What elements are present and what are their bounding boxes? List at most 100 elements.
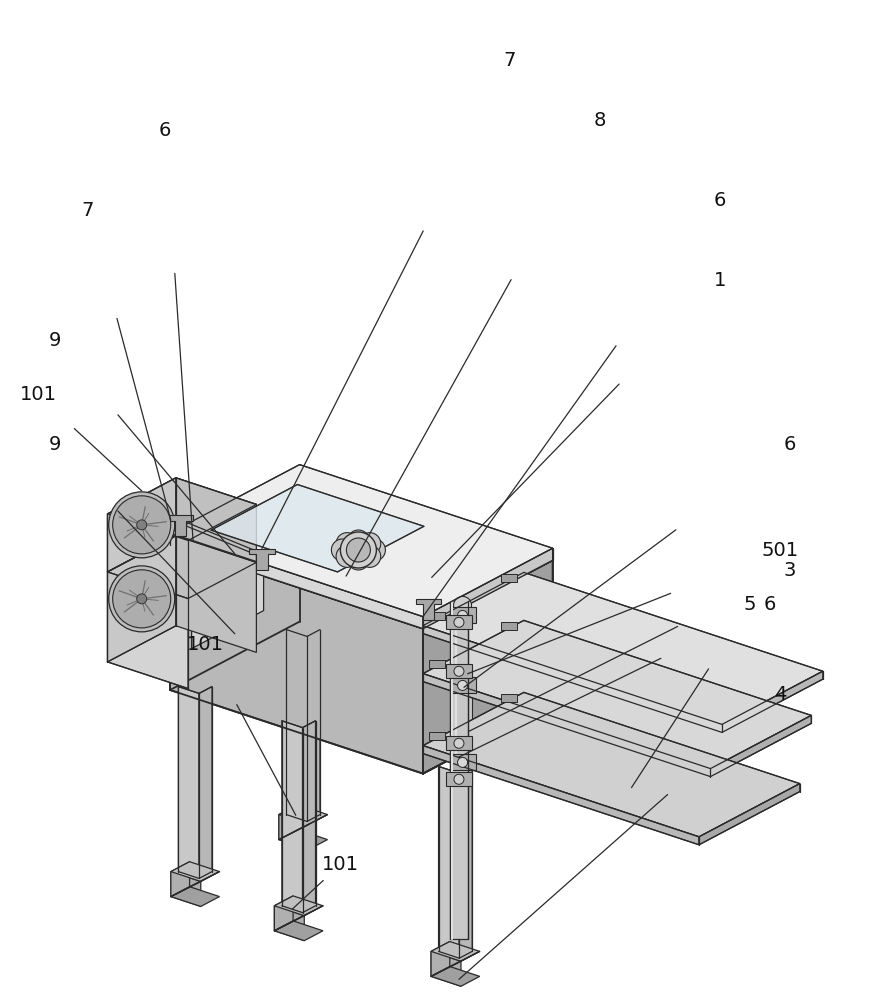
Polygon shape: [438, 766, 459, 958]
Circle shape: [112, 496, 170, 554]
Polygon shape: [170, 862, 189, 897]
Polygon shape: [453, 605, 471, 757]
Circle shape: [335, 545, 358, 567]
Circle shape: [457, 680, 467, 690]
Polygon shape: [169, 477, 552, 629]
Polygon shape: [108, 478, 176, 572]
Circle shape: [347, 530, 369, 552]
Polygon shape: [422, 674, 710, 777]
Text: 6: 6: [763, 595, 775, 614]
Circle shape: [457, 757, 467, 767]
Polygon shape: [501, 694, 517, 702]
Polygon shape: [449, 602, 468, 939]
Text: 9: 9: [49, 436, 61, 454]
Polygon shape: [176, 536, 256, 652]
Polygon shape: [710, 715, 811, 777]
Polygon shape: [430, 951, 461, 986]
Text: 6: 6: [159, 121, 171, 140]
Polygon shape: [422, 746, 698, 845]
Polygon shape: [178, 687, 199, 878]
Circle shape: [109, 566, 175, 632]
Polygon shape: [422, 692, 799, 837]
Circle shape: [346, 538, 370, 562]
Text: 101: 101: [322, 855, 358, 874]
Text: 4: 4: [773, 686, 786, 704]
Polygon shape: [422, 548, 552, 629]
Polygon shape: [279, 815, 308, 849]
Polygon shape: [274, 896, 322, 916]
Polygon shape: [168, 515, 193, 536]
Circle shape: [331, 539, 353, 561]
Text: 6: 6: [713, 191, 726, 210]
Circle shape: [340, 532, 376, 568]
Polygon shape: [307, 630, 320, 821]
Polygon shape: [169, 545, 422, 774]
Polygon shape: [449, 607, 475, 623]
Polygon shape: [108, 536, 256, 598]
Polygon shape: [170, 887, 219, 906]
Polygon shape: [501, 574, 517, 582]
Polygon shape: [279, 805, 297, 840]
Text: 7: 7: [503, 51, 515, 70]
Text: 6: 6: [783, 436, 795, 454]
Polygon shape: [429, 732, 445, 740]
Polygon shape: [282, 721, 302, 913]
Text: 9: 9: [49, 330, 61, 350]
Text: 3: 3: [783, 560, 795, 580]
Polygon shape: [249, 549, 275, 570]
Circle shape: [112, 570, 170, 628]
Polygon shape: [211, 485, 423, 572]
Polygon shape: [422, 620, 811, 769]
Text: 1: 1: [713, 270, 726, 290]
Circle shape: [363, 539, 385, 561]
Polygon shape: [446, 736, 471, 750]
Polygon shape: [721, 671, 822, 732]
Polygon shape: [274, 921, 322, 941]
Polygon shape: [340, 549, 376, 558]
Circle shape: [454, 738, 463, 748]
Polygon shape: [446, 664, 471, 678]
Text: 8: 8: [594, 111, 606, 130]
Polygon shape: [108, 478, 256, 540]
Polygon shape: [449, 754, 475, 770]
Polygon shape: [446, 772, 471, 786]
Circle shape: [453, 596, 471, 614]
Polygon shape: [169, 477, 299, 690]
Polygon shape: [169, 533, 422, 629]
Text: 101: 101: [186, 636, 223, 654]
Polygon shape: [274, 896, 293, 931]
Circle shape: [454, 666, 463, 676]
Polygon shape: [422, 626, 721, 732]
Polygon shape: [501, 622, 517, 630]
Polygon shape: [415, 599, 441, 620]
Polygon shape: [422, 572, 822, 724]
Polygon shape: [108, 536, 176, 662]
Polygon shape: [279, 830, 327, 849]
Circle shape: [109, 492, 175, 558]
Polygon shape: [429, 612, 445, 620]
Polygon shape: [279, 805, 327, 824]
Polygon shape: [449, 677, 475, 693]
Circle shape: [335, 533, 358, 555]
Polygon shape: [108, 572, 188, 688]
Polygon shape: [422, 560, 552, 774]
Circle shape: [347, 548, 369, 570]
Polygon shape: [446, 615, 471, 629]
Circle shape: [457, 610, 467, 620]
Polygon shape: [429, 660, 445, 668]
Polygon shape: [169, 477, 552, 629]
Circle shape: [454, 774, 463, 784]
Polygon shape: [430, 941, 449, 976]
Text: 101: 101: [19, 385, 56, 404]
Polygon shape: [191, 521, 263, 649]
Polygon shape: [698, 784, 799, 845]
Circle shape: [454, 617, 463, 627]
Polygon shape: [108, 514, 188, 598]
Polygon shape: [430, 966, 479, 986]
Polygon shape: [199, 687, 212, 878]
Polygon shape: [302, 721, 315, 913]
Polygon shape: [170, 862, 219, 881]
Polygon shape: [459, 766, 472, 958]
Circle shape: [136, 594, 147, 604]
Text: 7: 7: [82, 201, 94, 220]
